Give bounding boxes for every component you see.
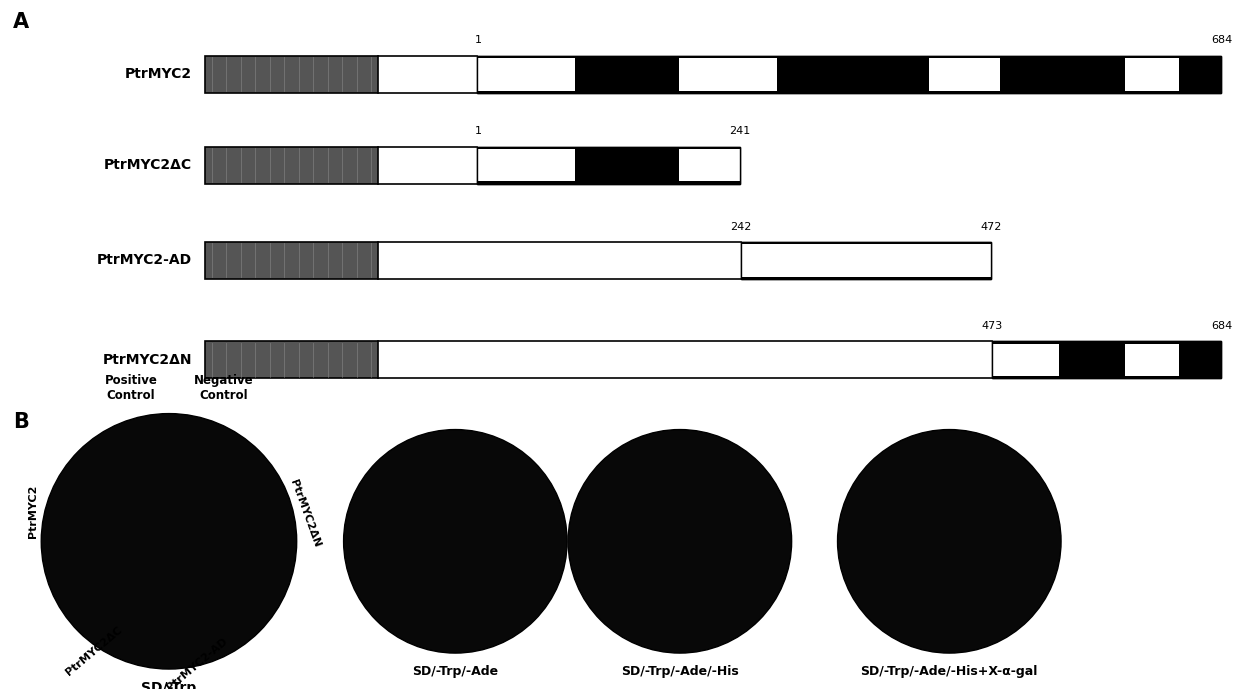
Text: Negative
Control: Negative Control	[193, 373, 254, 402]
Bar	[477, 147, 739, 184]
Bar	[678, 150, 739, 181]
Bar	[740, 242, 991, 279]
Text: PtrMYC2ΔN: PtrMYC2ΔN	[103, 353, 192, 367]
Text: PtrMYC2: PtrMYC2	[125, 68, 192, 81]
Bar	[678, 59, 776, 90]
Text: PtrMYC2ΔC: PtrMYC2ΔC	[104, 158, 192, 172]
Bar	[477, 59, 575, 90]
Bar	[1125, 59, 1179, 90]
Text: SD/-Trp/-Ade/-His+X-α-gal: SD/-Trp/-Ade/-His+X-α-gal	[861, 665, 1038, 678]
Bar	[1125, 344, 1179, 376]
Text: B: B	[14, 411, 30, 431]
Bar	[205, 56, 378, 93]
Text: 473: 473	[981, 320, 1002, 331]
Bar	[992, 344, 1059, 376]
Bar	[205, 147, 378, 184]
Text: SD/-Trp/-Ade/-His: SD/-Trp/-Ade/-His	[621, 665, 739, 678]
Bar	[992, 341, 1221, 378]
Text: Positive
Control: Positive Control	[104, 373, 157, 402]
Text: PtrMYC2-AD: PtrMYC2-AD	[165, 636, 229, 689]
Bar	[477, 56, 1221, 93]
Text: 1: 1	[475, 35, 482, 45]
Text: PtrMYC2-AD: PtrMYC2-AD	[97, 254, 192, 267]
Bar	[477, 147, 739, 184]
Bar	[740, 242, 991, 279]
Bar	[477, 150, 575, 181]
Text: SD/-Trp/-Ade: SD/-Trp/-Ade	[412, 665, 498, 678]
Circle shape	[568, 429, 791, 653]
Circle shape	[343, 429, 567, 653]
Bar	[205, 341, 378, 378]
Text: PtrMYC2ΔC: PtrMYC2ΔC	[64, 625, 124, 677]
Bar	[992, 341, 1221, 378]
Text: 472: 472	[980, 221, 1002, 232]
Text: 684: 684	[1210, 35, 1233, 45]
Text: SD/-Trp: SD/-Trp	[141, 681, 197, 689]
Text: 1: 1	[475, 126, 482, 136]
Bar	[477, 56, 1221, 93]
Circle shape	[41, 413, 296, 669]
Text: PtrMYC2: PtrMYC2	[29, 484, 38, 538]
Text: 242: 242	[730, 221, 751, 232]
Circle shape	[837, 429, 1061, 653]
Text: 241: 241	[729, 126, 750, 136]
Text: PtrMYC2ΔN: PtrMYC2ΔN	[288, 478, 321, 548]
Bar	[929, 59, 999, 90]
Bar	[205, 242, 378, 279]
Text: A: A	[12, 12, 29, 32]
Text: 684: 684	[1210, 320, 1233, 331]
Bar	[740, 245, 991, 276]
